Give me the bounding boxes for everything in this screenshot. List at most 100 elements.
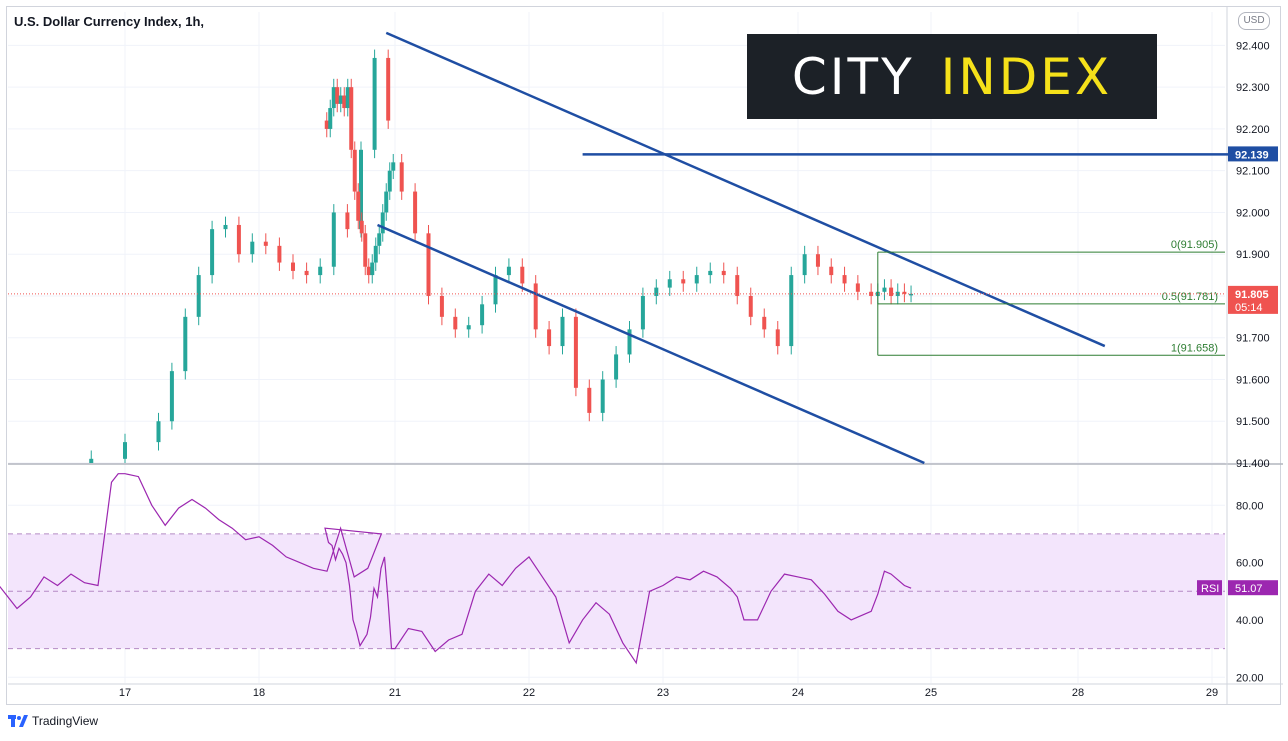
candle-body[interactable] — [762, 316, 767, 330]
candle-body[interactable] — [520, 266, 525, 284]
candle-body[interactable] — [342, 95, 347, 109]
candle-body[interactable] — [89, 458, 94, 463]
candle-body[interactable] — [196, 275, 201, 317]
logo-word-city: CITY — [791, 47, 915, 106]
candle-body[interactable] — [359, 220, 364, 234]
candle-body[interactable] — [829, 266, 834, 276]
candle-body[interactable] — [291, 262, 295, 271]
candle-body[interactable] — [328, 108, 333, 129]
candle-body[interactable] — [775, 329, 780, 347]
candle-body[interactable] — [363, 233, 368, 267]
candle-body[interactable] — [345, 87, 350, 109]
candle-body[interactable] — [331, 212, 336, 267]
trendline[interactable] — [385, 31, 1106, 348]
candle-body[interactable] — [169, 371, 174, 422]
candle-body[interactable] — [304, 270, 309, 276]
rsi-value-tag-label: 51.07 — [1235, 583, 1263, 595]
candle-body[interactable] — [735, 275, 740, 296]
fib-level-label: 1(91.658) — [1171, 342, 1218, 354]
candle-body[interactable] — [466, 325, 471, 330]
candle-body[interactable] — [560, 316, 565, 347]
candle-body[interactable] — [335, 87, 340, 104]
fib-level-label: 0(91.905) — [1171, 239, 1218, 251]
candle-body[interactable] — [493, 275, 498, 305]
candle-body[interactable] — [387, 170, 392, 192]
candle-body[interactable] — [654, 287, 659, 296]
candle-body[interactable] — [318, 266, 323, 276]
rsi-tick-label: 20.00 — [1236, 672, 1264, 684]
candle-body[interactable] — [547, 329, 552, 347]
candle-body[interactable] — [667, 279, 672, 288]
candle-body[interactable] — [391, 162, 396, 171]
candle-body[interactable] — [338, 95, 343, 104]
candle-body[interactable] — [533, 283, 538, 330]
candle-body[interactable] — [236, 224, 241, 255]
candle-body[interactable] — [399, 162, 404, 192]
candle-body[interactable] — [324, 120, 329, 129]
candle-body[interactable] — [882, 287, 887, 292]
candle-body[interactable] — [573, 316, 578, 388]
time-tick-label: 25 — [925, 687, 937, 699]
candle-body[interactable] — [802, 254, 807, 276]
candle-body[interactable] — [855, 283, 860, 292]
rsi-tick-label: 40.00 — [1236, 615, 1264, 627]
currency-button[interactable]: USD — [1238, 12, 1270, 30]
city-index-logo: CITY INDEX — [747, 34, 1157, 119]
candle-body[interactable] — [842, 275, 847, 284]
candle-body[interactable] — [909, 293, 914, 296]
candle-body[interactable] — [345, 212, 350, 230]
candle-body[interactable] — [373, 245, 378, 263]
candle-body[interactable] — [480, 304, 485, 326]
candle-body[interactable] — [370, 262, 375, 276]
candle-body[interactable] — [681, 279, 686, 284]
candle-body[interactable] — [359, 149, 363, 230]
candle-body[interactable] — [123, 442, 127, 459]
candle-body[interactable] — [815, 254, 820, 267]
candle-body[interactable] — [640, 295, 645, 330]
price-tick-label: 92.100 — [1236, 166, 1270, 178]
candle-body[interactable] — [439, 295, 444, 317]
candle-body[interactable] — [377, 233, 382, 246]
candle-body[interactable] — [352, 149, 357, 192]
candle-body[interactable] — [413, 191, 418, 234]
candle-body[interactable] — [356, 191, 361, 221]
candle-body[interactable] — [426, 233, 431, 296]
candle-body[interactable] — [210, 229, 215, 276]
candle-body[interactable] — [331, 87, 336, 109]
candle-body[interactable] — [183, 316, 188, 372]
candle-body[interactable] — [614, 354, 619, 380]
candle-body[interactable] — [789, 275, 794, 347]
chart-title: U.S. Dollar Currency Index, 1h, — [14, 14, 204, 29]
candle-body[interactable] — [380, 212, 385, 234]
candle-body[interactable] — [627, 329, 632, 355]
candle-body[interactable] — [372, 57, 377, 150]
tradingview-logo-icon — [8, 715, 28, 727]
tradingview-footer[interactable]: TradingView — [8, 714, 98, 728]
price-tick-label: 91.900 — [1236, 249, 1270, 261]
candle-body[interactable] — [587, 387, 592, 413]
candle-body[interactable] — [277, 245, 282, 263]
trendline[interactable] — [377, 223, 925, 465]
candle-body[interactable] — [708, 270, 713, 276]
price-tick-label: 91.600 — [1236, 374, 1270, 386]
candle-body[interactable] — [748, 295, 753, 317]
candle-body[interactable] — [223, 224, 228, 230]
candle-body[interactable] — [721, 270, 726, 276]
candle-body[interactable] — [263, 241, 268, 246]
candle-body[interactable] — [506, 266, 511, 276]
candle-body[interactable] — [156, 421, 161, 443]
candle-body[interactable] — [250, 241, 255, 255]
candle-body[interactable] — [384, 191, 389, 213]
candle-body[interactable] — [386, 57, 391, 121]
rsi-line[interactable] — [0, 473, 912, 665]
candle-body[interactable] — [600, 379, 605, 413]
candle-body[interactable] — [889, 287, 894, 296]
candle-body[interactable] — [453, 316, 458, 330]
candle-body[interactable] — [366, 266, 371, 276]
candle-body[interactable] — [869, 291, 874, 296]
candle-body[interactable] — [895, 291, 900, 296]
candle-body[interactable] — [694, 275, 699, 284]
candle-body[interactable] — [902, 291, 907, 294]
candle-body[interactable] — [349, 87, 354, 150]
